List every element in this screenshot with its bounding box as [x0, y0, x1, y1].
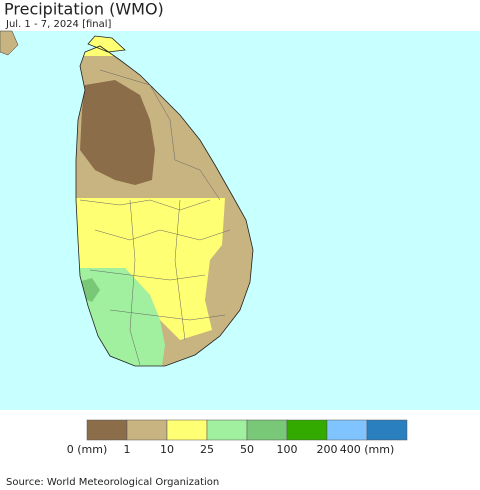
region-0-1	[80, 80, 155, 185]
legend-label: 50	[240, 443, 254, 456]
india-coast	[0, 30, 19, 56]
source: Source: World Meteorological Organizatio…	[6, 477, 219, 488]
district-borders	[79, 69, 231, 366]
legend-swatch	[166, 419, 208, 441]
region-10-25	[76, 198, 225, 340]
legend-label: 10	[160, 443, 174, 456]
legend-swatch	[246, 419, 288, 441]
subtitle: Jul. 1 - 7, 2024 [final]	[5, 19, 112, 30]
legend-label: 25	[200, 443, 214, 456]
legend-swatch	[326, 419, 368, 441]
legend-label: 200	[317, 443, 338, 456]
title: Precipitation (WMO)	[4, 0, 164, 19]
legend-label: 1	[124, 443, 131, 456]
legend-label: 400 (mm)	[340, 443, 395, 456]
legend-swatch	[286, 419, 328, 441]
legend-label: 100	[277, 443, 298, 456]
legend-swatch	[366, 419, 408, 441]
legend-swatch	[126, 419, 168, 441]
legend-label: 0 (mm)	[67, 443, 108, 456]
legend-swatch	[206, 419, 248, 441]
legend-swatch	[86, 419, 128, 441]
coastline	[75, 35, 254, 367]
